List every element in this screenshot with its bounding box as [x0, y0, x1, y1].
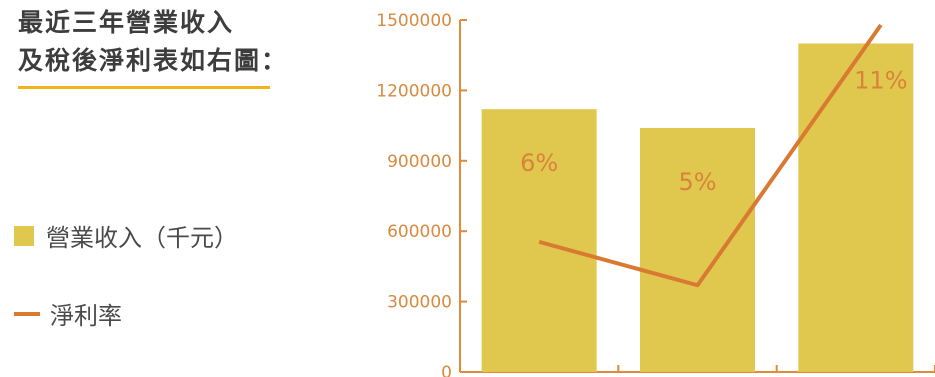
heading-line-2: 及稅後淨利表如右圖：: [18, 46, 289, 75]
y-tick-label: 600000: [387, 222, 452, 242]
legend-swatch-line: [14, 311, 40, 316]
legend-label-net-margin: 淨利率: [50, 302, 122, 330]
legend-item-revenue: 營業收入（千元）: [14, 218, 238, 253]
bar: [481, 109, 597, 372]
y-tick-label: 0: [441, 363, 452, 377]
legend-label-revenue: 營業收入（千元）: [46, 224, 238, 252]
bar: [640, 127, 755, 373]
y-tick-label: 1200000: [376, 81, 452, 101]
net-margin-line: [538, 23, 883, 288]
data-label: 5%: [678, 168, 716, 196]
y-tick-label: 900000: [387, 152, 452, 172]
y-tick-label: 300000: [387, 293, 452, 313]
legend-swatch-bar: [14, 225, 34, 246]
bar: [798, 43, 914, 372]
data-label: 6%: [520, 149, 558, 177]
y-tick-label: 1500000: [376, 11, 452, 31]
legend-item-net-margin: 淨利率: [14, 296, 122, 331]
data-label: 11%: [854, 66, 907, 94]
heading-line-1: 最近三年營業收入: [18, 8, 235, 37]
heading-underline: [18, 86, 270, 89]
chart-heading: 最近三年營業收入 及稅後淨利表如右圖：: [18, 4, 288, 80]
